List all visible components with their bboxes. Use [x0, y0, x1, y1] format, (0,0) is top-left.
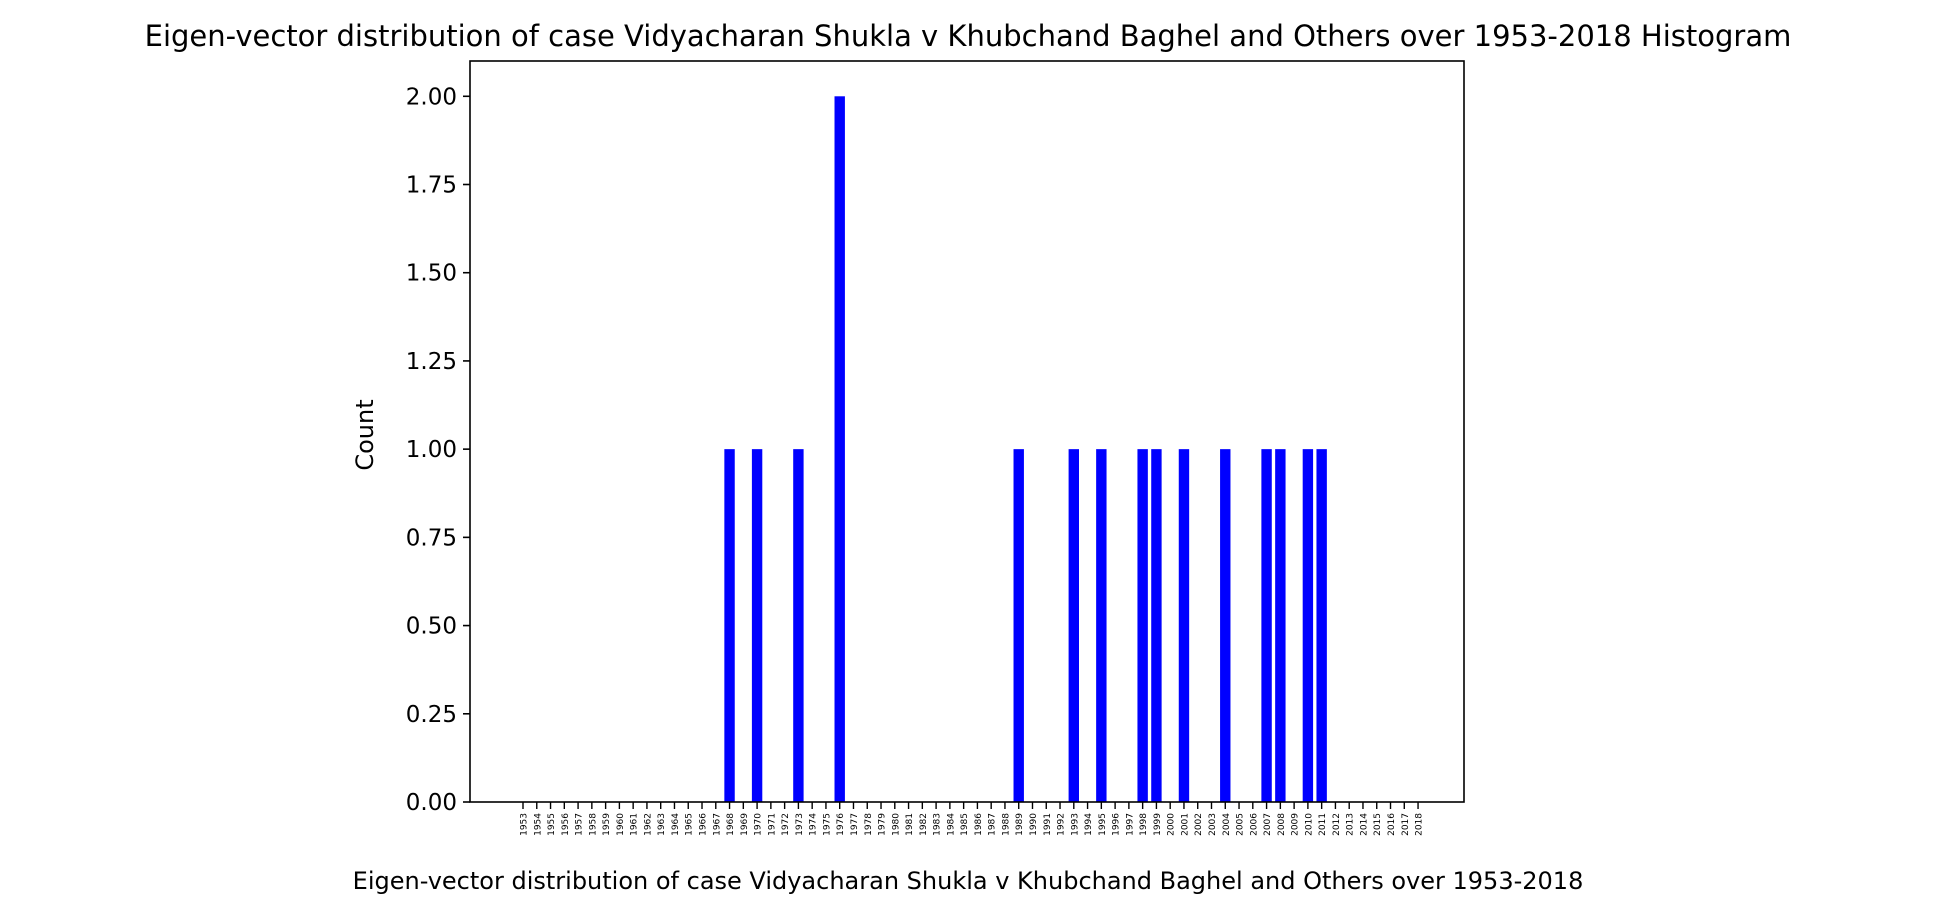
x-tick-label: 2000: [1167, 813, 1177, 836]
bar-1998: [1137, 449, 1148, 802]
x-tick-label: 2006: [1249, 813, 1259, 836]
x-tick-label: 1967: [712, 813, 722, 836]
x-tick-label: 1987: [988, 813, 998, 836]
x-tick-label: 1971: [767, 813, 777, 836]
x-tick-label: 1957: [575, 813, 585, 836]
x-tick-label: 1985: [960, 813, 970, 836]
x-tick-label: 1958: [588, 813, 598, 836]
x-tick-label: 2010: [1304, 813, 1314, 836]
x-tick-label: 1973: [795, 813, 805, 836]
x-tick-label: 1962: [643, 813, 653, 836]
x-tick-label: 1960: [616, 813, 626, 836]
x-tick-label: 2004: [1222, 813, 1232, 836]
x-tick-label: 1956: [561, 813, 571, 836]
bar-1993: [1068, 449, 1079, 802]
x-tick-label: 1982: [919, 813, 929, 836]
y-tick-label: 2.00: [406, 84, 457, 110]
y-tick-label: 0.00: [406, 790, 457, 816]
x-tick-label: 1966: [699, 813, 709, 836]
x-tick-label: 1996: [1112, 813, 1122, 836]
x-tick-label: 1954: [533, 813, 543, 836]
x-tick-label: 1955: [547, 813, 557, 836]
x-tick-label: 1995: [1098, 813, 1108, 836]
x-tick-label: 1988: [1001, 813, 1011, 836]
x-tick-label: 1959: [602, 813, 612, 836]
x-tick-label: 1965: [685, 813, 695, 836]
bar-2004: [1220, 449, 1231, 802]
bar-1973: [793, 449, 804, 802]
x-tick-label: 1969: [740, 813, 750, 836]
bar-2010: [1302, 449, 1314, 802]
bar-1970: [751, 449, 763, 802]
x-tick-label: 2015: [1373, 813, 1383, 836]
x-tick-label: 1961: [630, 813, 640, 836]
bar-1995: [1096, 449, 1107, 802]
y-tick-label: 1.50: [406, 261, 457, 287]
x-tick-label: 1980: [891, 813, 901, 836]
y-axis: 0.00 0.25 0.50 0.75 1.00 1.25 1.50 1.75 2.00: [406, 84, 470, 816]
y-tick-label: 0.75: [406, 525, 457, 551]
x-tick-label: 1976: [836, 813, 846, 836]
y-tick-label: 1.25: [406, 349, 457, 375]
bars-group: [724, 96, 1327, 803]
bar-1989: [1013, 449, 1024, 802]
x-tick-label: 2002: [1194, 813, 1204, 836]
x-tick-label: 1991: [1043, 813, 1053, 836]
x-tick-label: 1992: [1057, 813, 1067, 836]
x-tick-label: 2018: [1415, 813, 1425, 836]
x-tick-label: 1974: [809, 813, 819, 836]
x-tick-label: 1968: [726, 813, 736, 836]
y-tick-label: 0.50: [406, 614, 457, 640]
x-tick-label: 1994: [1084, 813, 1094, 836]
y-axis-label: Count: [351, 399, 379, 470]
x-tick-label: 1970: [754, 813, 764, 836]
y-tick-label: 1.75: [406, 173, 457, 199]
x-tick-label: 1963: [657, 813, 667, 836]
x-tick-label: 2005: [1236, 813, 1246, 836]
x-tick-label: 2013: [1346, 813, 1356, 836]
x-tick-label: 2007: [1263, 813, 1273, 836]
bar-2008: [1275, 449, 1286, 802]
x-tick-label: 1972: [781, 813, 791, 836]
x-tick-label: 1953: [520, 813, 530, 836]
x-tick-label: 1979: [878, 813, 888, 836]
x-tick-label: 2016: [1387, 813, 1397, 836]
x-tick-label: 1997: [1125, 813, 1135, 836]
bar-2007: [1261, 449, 1272, 802]
x-axis-label: Eigen-vector distribution of case Vidyac…: [353, 867, 1584, 895]
bar-1999: [1151, 449, 1162, 802]
x-tick-label: 1983: [933, 813, 943, 836]
x-tick-label: 2012: [1332, 813, 1342, 836]
y-tick-label: 0.25: [406, 702, 457, 728]
x-tick-label: 2017: [1401, 813, 1411, 836]
x-tick-label: 2008: [1277, 813, 1287, 836]
bar-2011: [1316, 449, 1327, 802]
chart-title: Eigen-vector distribution of case Vidyac…: [145, 19, 1792, 53]
x-tick-label: 1998: [1139, 813, 1149, 836]
bar-2001: [1178, 449, 1190, 802]
x-tick-label: 1977: [850, 813, 860, 836]
x-tick-label: 1964: [671, 813, 681, 836]
x-axis: 1953 1954 1955 1956 1957 1958 1959 1960 1961 1962…: [520, 802, 1425, 836]
x-tick-label: 2001: [1180, 813, 1190, 836]
x-tick-label: 1978: [864, 813, 874, 836]
x-tick-label: 2003: [1208, 813, 1218, 836]
x-tick-label: 1975: [822, 813, 832, 836]
bar-1976: [834, 96, 845, 803]
x-tick-label: 1984: [946, 813, 956, 836]
x-tick-label: 2014: [1359, 813, 1369, 836]
x-tick-label: 1986: [974, 813, 984, 836]
x-tick-label: 1990: [1029, 813, 1039, 836]
plot-frame: [469, 60, 1465, 803]
x-tick-label: 1993: [1070, 813, 1080, 836]
x-tick-label: 1981: [905, 813, 915, 836]
x-tick-label: 1989: [1015, 813, 1025, 836]
bar-1968: [724, 449, 735, 802]
x-tick-label: 2011: [1318, 813, 1328, 836]
y-tick-label: 1.00: [406, 437, 457, 463]
x-tick-label: 2009: [1291, 813, 1301, 836]
x-tick-label: 1999: [1153, 813, 1163, 836]
